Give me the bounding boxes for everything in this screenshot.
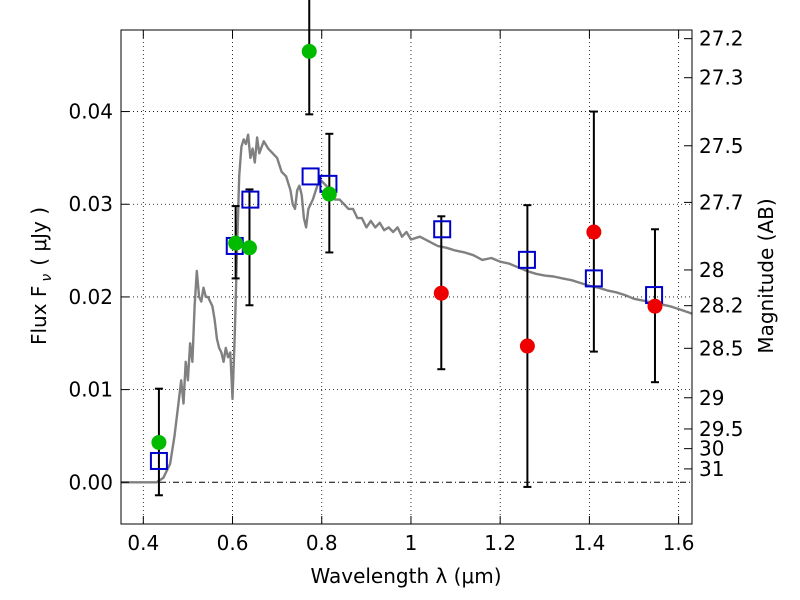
model-photometry-points bbox=[149, 167, 664, 470]
observed-flux-point bbox=[586, 224, 602, 240]
mag-tick-label: 27.7 bbox=[699, 190, 744, 214]
observed-flux-point bbox=[301, 43, 317, 59]
observed-flux-point bbox=[321, 186, 337, 202]
x-tick-label: 1.4 bbox=[573, 531, 605, 555]
mag-tick-label: 28.5 bbox=[699, 336, 744, 360]
mag-tick-label: 31 bbox=[699, 457, 724, 481]
y-axis-ticks: 0.00 0.01 0.02 0.03 0.04 bbox=[68, 100, 129, 494]
mag-tick-label: 30 bbox=[699, 437, 724, 461]
model-spectrum bbox=[121, 133, 693, 484]
observed-flux-point bbox=[228, 235, 244, 251]
model-photometry-square bbox=[149, 451, 168, 470]
observed-flux-point bbox=[647, 298, 663, 314]
x-tick-label: 1.6 bbox=[663, 531, 695, 555]
mag-tick-label: 28 bbox=[699, 258, 724, 282]
y-axis-label-unit: ( μJy ) bbox=[27, 207, 51, 266]
mag-tick-label: 27.2 bbox=[699, 27, 744, 51]
observed-flux-points bbox=[151, 43, 663, 450]
observed-flux-point bbox=[151, 434, 167, 450]
y-tick-label: 0.00 bbox=[68, 470, 113, 494]
model-photometry-square bbox=[301, 167, 320, 186]
model-photometry-square bbox=[433, 220, 452, 239]
y-axis-label-sub: ν bbox=[39, 274, 55, 282]
mag-tick-label: 29 bbox=[699, 386, 724, 410]
observed-flux-point bbox=[433, 285, 449, 301]
plot-frame bbox=[120, 29, 693, 525]
mag-tick-label: 29.5 bbox=[699, 417, 744, 441]
y-axis-label-main: Flux F bbox=[27, 286, 51, 345]
x-tick-label: 0.8 bbox=[306, 531, 338, 555]
model-photometry-square bbox=[241, 190, 260, 209]
mag-tick-label: 27.3 bbox=[699, 66, 744, 90]
x-tick-label: 0.6 bbox=[217, 531, 249, 555]
y-axis-label-group: Flux F ν ( μJy ) bbox=[27, 207, 55, 345]
x-tick-label: 1 bbox=[405, 531, 418, 555]
mag-tick-label: 27.5 bbox=[699, 134, 744, 158]
grid-lines bbox=[121, 30, 692, 524]
magnitude-axis-label: Magnitude (AB) bbox=[754, 198, 778, 353]
mag-tick-label: 28.2 bbox=[699, 294, 744, 318]
y-axis-label-nu: ν bbox=[39, 274, 55, 282]
model-photometry-square bbox=[517, 250, 536, 269]
y-tick-label: 0.01 bbox=[68, 378, 113, 402]
y-axis-label: Flux F ν ( μJy ) bbox=[27, 207, 55, 345]
x-axis-ticks: 0.4 0.6 0.8 1 1.2 1.4 1.6 bbox=[127, 30, 695, 555]
x-axis-label: Wavelength λ (μm) bbox=[310, 564, 501, 588]
observed-flux-point bbox=[519, 338, 535, 354]
observed-flux-point bbox=[241, 240, 257, 256]
spectrum-line bbox=[121, 133, 693, 484]
model-photometry-square bbox=[584, 269, 603, 288]
y-tick-label: 0.02 bbox=[68, 285, 113, 309]
x-tick-label: 1.2 bbox=[484, 531, 516, 555]
y-tick-label: 0.04 bbox=[68, 100, 113, 124]
x-tick-label: 0.4 bbox=[127, 531, 159, 555]
y-tick-label: 0.03 bbox=[68, 192, 113, 216]
